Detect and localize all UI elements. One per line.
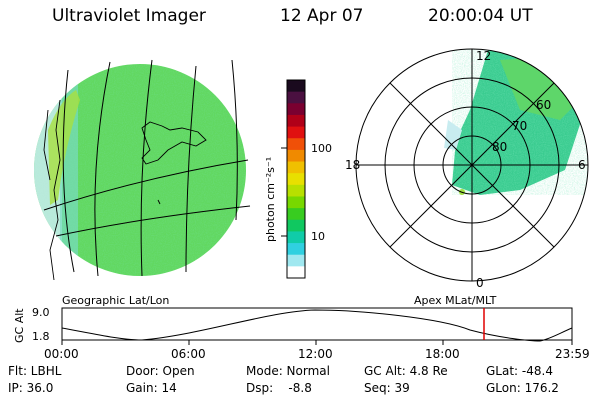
colorbar: 100 10 photon cm⁻²s⁻¹ [264, 79, 332, 279]
colorbar-segment [287, 91, 305, 104]
colorbar-segment [287, 208, 305, 221]
colorbar-segment [287, 196, 305, 209]
colorbar-segment [287, 114, 305, 128]
colorbar-segment [287, 266, 305, 279]
colorbar-segment [287, 231, 305, 244]
polar-hour-0: 0 [476, 276, 484, 290]
observation-time: 20:00:04 UT [428, 6, 533, 26]
instrument-title: Ultraviolet Imager [52, 6, 206, 26]
colorbar-segment [287, 219, 305, 233]
polar-hour-18: 18 [345, 158, 360, 172]
polar-lat-60: 60 [536, 98, 551, 112]
geo-label: Geographic Lat/Lon [62, 294, 169, 307]
alt-xtick-1800: 18:00 [425, 347, 460, 361]
alt-ytick-high: 9.0 [32, 306, 50, 319]
alt-axis-title: GC Alt [13, 308, 26, 343]
polar-hour-6: 6 [578, 158, 586, 172]
alt-ytick-low: 1.8 [32, 330, 50, 343]
alt-xtick-0000: 00:00 [44, 347, 79, 361]
info-ip: IP: 36.0 [8, 381, 54, 395]
colorbar-unit-label: photon cm⁻²s⁻¹ [264, 157, 277, 242]
earth-disk-image [34, 59, 251, 281]
info-flt: Flt: LBHL [8, 364, 62, 378]
polar-hour-12: 12 [476, 49, 491, 63]
colorbar-tick-100: 100 [311, 142, 332, 155]
colorbar-gradient [287, 80, 305, 279]
info-glat: GLat: -48.4 [486, 364, 553, 378]
alt-xtick-1200: 12:00 [298, 347, 333, 361]
colorbar-segment [287, 149, 305, 163]
colorbar-segment [287, 126, 305, 139]
info-seq: Seq: 39 [364, 381, 410, 395]
info-glon: GLon: 176.2 [486, 381, 559, 395]
colorbar-segment [287, 80, 305, 93]
alt-xtick-0600: 06:00 [171, 347, 206, 361]
altitude-plot: Geographic Lat/Lon Apex MLat/MLT GC Alt … [13, 294, 590, 361]
info-door: Door: Open [126, 364, 195, 378]
colorbar-segment [287, 173, 305, 186]
polar-lat-70: 70 [512, 119, 527, 133]
colorbar-segment [287, 184, 305, 198]
observation-date: 12 Apr 07 [280, 6, 364, 26]
colorbar-segment [287, 103, 305, 116]
polar-plot: 12 18 6 0 60 70 80 [345, 48, 589, 290]
colorbar-segment [287, 161, 305, 174]
info-mode: Mode: Normal [246, 364, 330, 378]
colorbar-tick-10: 10 [311, 230, 325, 243]
colorbar-segment [287, 243, 305, 256]
info-gc-alt: GC Alt: 4.8 Re [364, 364, 448, 378]
alt-xtick-2359: 23:59 [555, 347, 590, 361]
info-dsp: Dsp: -8.8 [246, 381, 312, 395]
apex-label: Apex MLat/MLT [414, 294, 497, 307]
colorbar-segment [287, 138, 305, 151]
info-gain: Gain: 14 [126, 381, 177, 395]
colorbar-segment [287, 254, 305, 267]
polar-lat-80: 80 [492, 140, 507, 154]
